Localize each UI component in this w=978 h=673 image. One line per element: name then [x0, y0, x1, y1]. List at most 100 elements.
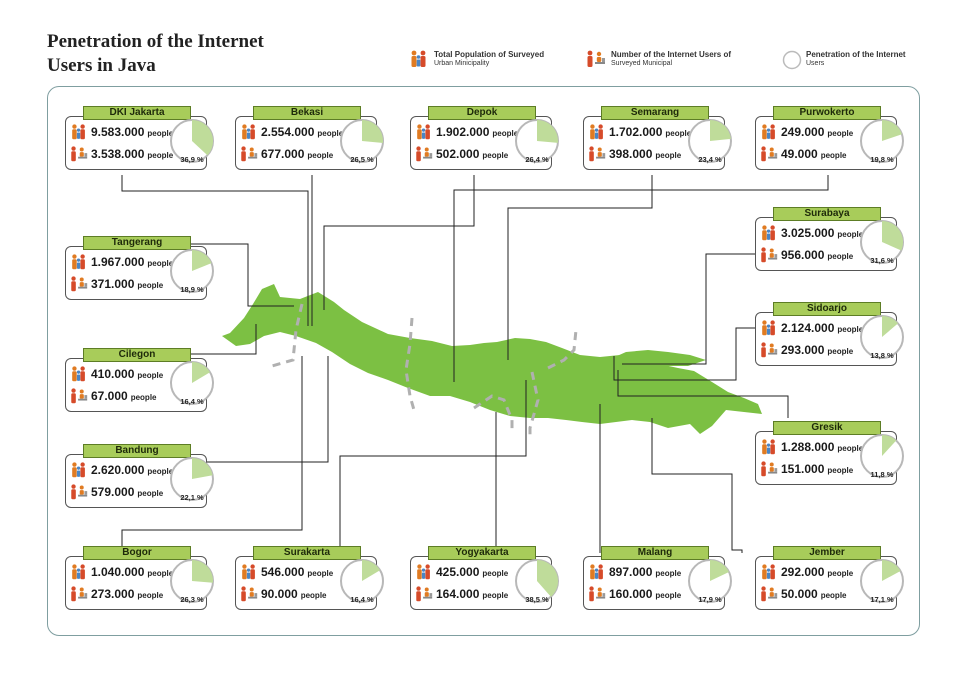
internet-user-icon	[71, 484, 88, 500]
internet-user-icon	[416, 586, 433, 602]
internet-user-icon	[589, 146, 606, 162]
population-row: 249.000 people	[759, 122, 869, 142]
users-value: 502.000	[436, 147, 480, 161]
population-row: 1.040.000 people	[69, 562, 179, 582]
population-value: 1.902.000	[436, 125, 490, 139]
users-row: 90.000 people	[239, 584, 349, 604]
users-row: 677.000 people	[239, 144, 349, 164]
penetration-pie	[688, 559, 732, 603]
city-card-depok: Depok 1.902.000 people 502.000 people 26,4 %	[410, 106, 559, 174]
connector-gresik	[617, 370, 789, 418]
city-name: DKI Jakarta	[83, 106, 191, 120]
connector-semarang	[507, 175, 653, 360]
users-value: 398.000	[609, 147, 653, 161]
penetration-label: 26,4 %	[525, 155, 549, 164]
population-row: 425.000 people	[414, 562, 524, 582]
population-value: 2.620.000	[91, 463, 145, 477]
unit-label: people	[827, 347, 854, 356]
population-value: 546.000	[261, 565, 305, 579]
city-name: Jember	[773, 546, 881, 560]
pie-slice	[882, 120, 902, 141]
population-row: 2.554.000 people	[239, 122, 349, 142]
internet-user-icon	[761, 342, 778, 358]
family-icon	[590, 564, 603, 580]
users-row: 579.000 people	[69, 482, 179, 502]
penetration-pie	[515, 559, 559, 603]
city-name: Surakarta	[253, 546, 361, 560]
unit-label: people	[130, 393, 157, 402]
users-value: 49.000	[781, 147, 818, 161]
unit-label: people	[827, 569, 854, 578]
page-title: Penetration of the Internet Users in Jav…	[47, 30, 264, 78]
family-icon	[762, 320, 775, 336]
internet-user-icon	[761, 586, 778, 602]
family-icon	[762, 564, 775, 580]
internet-user-icon	[416, 146, 433, 162]
unit-label: people	[655, 151, 682, 160]
family-icon	[72, 124, 85, 140]
users-value: 160.000	[609, 587, 653, 601]
penetration-pie	[340, 559, 384, 603]
population-value: 292.000	[781, 565, 825, 579]
population-row: 1.967.000 people	[69, 252, 179, 272]
penetration-pie	[860, 315, 904, 359]
population-row: 897.000 people	[587, 562, 697, 582]
penetration-label: 11,8 %	[870, 470, 894, 479]
penetration-label: 13,8 %	[870, 351, 894, 360]
connector-cilegon	[186, 324, 257, 355]
legend-users-line-2: Surveyed Municipal	[611, 60, 673, 67]
city-card-purwokerto: Purwokerto 249.000 people 49.000 people 19,8 …	[755, 106, 904, 174]
city-card-tangerang: Tangerang 1.967.000 people 371.000 people 18,…	[65, 236, 214, 304]
unit-label: people	[147, 151, 174, 160]
users-row: 151.000 people	[759, 459, 869, 479]
unit-label: people	[307, 569, 334, 578]
users-value: 50.000	[781, 587, 818, 601]
legend-penetration: Penetration of the Internet Users	[782, 50, 906, 70]
population-value: 9.583.000	[91, 125, 145, 139]
family-icon	[72, 564, 85, 580]
population-row: 292.000 people	[759, 562, 869, 582]
pie-slice	[362, 560, 381, 581]
city-card-surakarta: Surakarta 546.000 people 90.000 people 16,4 %	[235, 546, 384, 614]
legend-population-line-2: Urban Minicipality	[434, 60, 490, 67]
city-name: Sidoarjo	[773, 302, 881, 316]
internet-user-icon	[241, 146, 258, 162]
population-value: 1.288.000	[781, 440, 835, 454]
penetration-pie	[515, 119, 559, 163]
users-value: 579.000	[91, 485, 135, 499]
connector-depok	[323, 175, 475, 310]
population-value: 425.000	[436, 565, 480, 579]
pie-slice	[882, 560, 901, 581]
connector-dki-jakarta	[121, 175, 309, 326]
family-icon	[72, 254, 85, 270]
internet-user-icon	[71, 276, 88, 292]
population-row: 410.000 people	[69, 364, 179, 384]
unit-label: people	[317, 129, 344, 138]
family-icon	[417, 124, 430, 140]
population-value: 1.702.000	[609, 125, 663, 139]
pie-slice	[192, 362, 211, 383]
penetration-label: 16,4 %	[350, 595, 374, 604]
city-card-cilegon: Cilegon 410.000 people 67.000 people 16,4 %	[65, 348, 214, 416]
penetration-label: 17,1 %	[870, 595, 894, 604]
city-name: Yogyakarta	[428, 546, 536, 560]
pie-slice	[710, 560, 729, 581]
users-value: 3.538.000	[91, 147, 145, 161]
users-value: 67.000	[91, 389, 128, 403]
unit-label: people	[655, 569, 682, 578]
city-card-bekasi: Bekasi 2.554.000 people 677.000 people 26,5 %	[235, 106, 384, 174]
internet-user-icon	[761, 247, 778, 263]
legend-population: Total Population of Surveyed Urban Minic…	[408, 50, 544, 68]
unit-label: people	[137, 281, 164, 290]
internet-user-icon	[71, 388, 88, 404]
users-row: 398.000 people	[587, 144, 697, 164]
city-name: Cilegon	[83, 348, 191, 362]
penetration-label: 26,3 %	[180, 595, 204, 604]
connector-bogor	[121, 356, 303, 553]
city-card-surabaya: Surabaya 3.025.000 people 956.000 people 31,6…	[755, 207, 904, 275]
legend-population-line-1: Total Population of Surveyed	[434, 50, 545, 59]
users-value: 293.000	[781, 343, 825, 357]
population-row: 1.288.000 people	[759, 437, 869, 457]
population-value: 249.000	[781, 125, 825, 139]
users-row: 956.000 people	[759, 245, 869, 265]
